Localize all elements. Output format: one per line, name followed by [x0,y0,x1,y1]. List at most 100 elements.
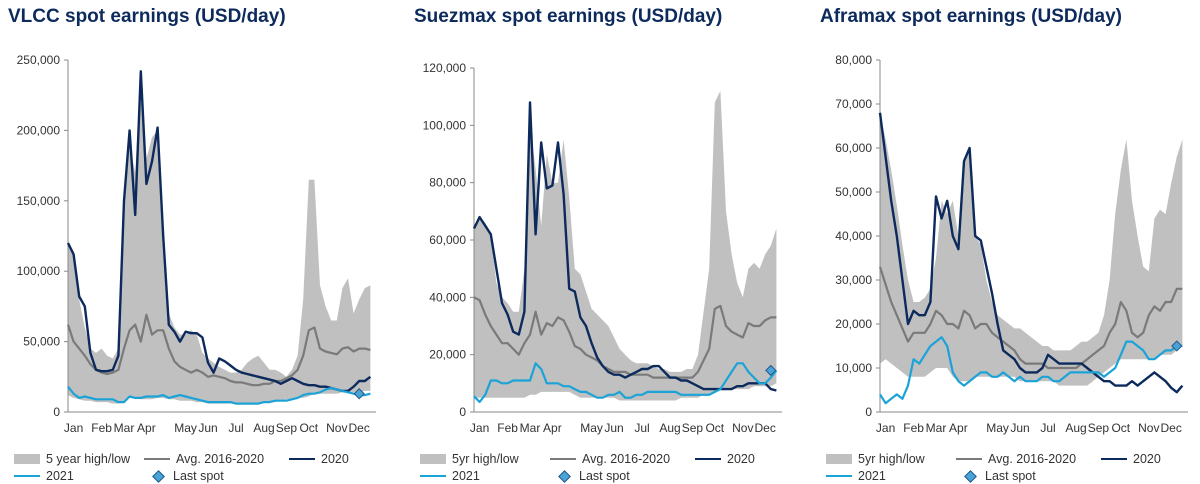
x-tick-label: Jan [470,421,489,435]
chart-legend: 5yr high/low Avg. 2016-2020 2020 2021 La… [420,452,806,484]
chart-legend: 5 year high/low Avg. 2016-2020 2020 2021… [14,452,400,484]
avg-swatch [144,458,170,460]
legend-label: Last spot [985,469,1036,483]
legend-label: 5yr high/low [858,452,925,466]
x-tick-label: Nov [326,421,347,435]
x-tick-label: Apr [949,421,968,435]
last-spot-marker [765,364,777,377]
suezmax-panel: Suezmax spot earnings (USD/day) 0 20,000 4… [406,0,806,484]
x-tick-label: Oct [299,421,318,435]
x-tick-label: Feb [903,421,924,435]
chart-title: Aframax spot earnings (USD/day) [820,6,1122,27]
x-tick-label: Aug [659,421,680,435]
x-tick-label: Apr [137,421,156,435]
x-tick-label: Jan [876,421,895,435]
y-tick-label: 30,000 [835,273,872,287]
y-tick-label: 80,000 [429,176,466,190]
x-tick-label: Sep [276,421,298,435]
y2021-swatch [14,475,40,477]
legend-label: 2020 [321,452,349,466]
y2020-swatch [1101,458,1127,460]
x-tick-label: May [580,421,603,435]
y-tick-label: 0 [459,405,466,419]
legend-last-spot: Last spot [956,469,1036,483]
y-tick-label: 60,000 [429,233,466,247]
last-spot-marker [353,388,365,400]
x-tick-label: Dec [755,421,776,435]
x-tick-label: Jul [228,421,243,435]
vlcc-chart: 0 50,000 100,000 150,000 200,000 250,000 Jan Fe… [17,53,376,435]
aframax-panel: Aframax spot earnings (USD/day) 0 10,000 2… [812,0,1200,484]
legend-band: 5yr high/low [826,452,925,466]
legend-label: 5yr high/low [452,452,519,466]
last-spot-marker-icon [152,469,165,483]
x-tick-label: Jun [604,421,623,435]
y-tick-label: 0 [53,405,60,419]
legend-last-spot: Last spot [550,469,630,483]
legend-2020: 2020 [695,452,755,466]
band-swatch [14,454,40,464]
legend-label: 2020 [727,452,755,466]
legend-label: Avg. 2016-2020 [988,452,1077,466]
x-tick-label: Nov [732,421,753,435]
avg-2016-2020-line [473,296,777,379]
last-spot-marker-icon [558,469,571,483]
y-tick-label: 60,000 [835,141,872,155]
x-tick-label: Mar [926,421,947,435]
y2021-swatch [826,475,852,477]
legend-label: 2021 [46,469,74,483]
last-spot-marker-icon [964,469,977,483]
legend-label: 2021 [858,469,886,483]
suezmax-chart: 0 20,000 40,000 60,000 80,000 100,000 120,000 J… [423,61,782,435]
legend-band: 5 year high/low [14,452,130,466]
x-tick-label: Feb [497,421,518,435]
legend-label: Avg. 2016-2020 [176,452,265,466]
y-tick-label: 0 [865,405,872,419]
x-tick-label: Oct [705,421,724,435]
y-tick-label: 100,000 [17,264,61,278]
series-2020-line [66,70,372,393]
legend-avg: Avg. 2016-2020 [144,452,264,466]
x-tick-label: Aug [1065,421,1086,435]
x-tick-label: Oct [1111,421,1130,435]
y-tick-label: 250,000 [17,53,61,67]
x-tick-label: Dec [349,421,370,435]
y-tick-label: 20,000 [835,317,872,331]
y-tick-label: 80,000 [835,53,872,67]
x-tick-label: Dec [1161,421,1182,435]
legend-label: Avg. 2016-2020 [582,452,671,466]
y-tick-label: 50,000 [835,185,872,199]
x-tick-label: Jul [634,421,649,435]
series-2020-line [472,101,777,392]
legend-band: 5yr high/low [420,452,519,466]
legend-2021: 2021 [420,469,480,483]
y2020-swatch [695,458,721,460]
x-tick-label: Mar [114,421,135,435]
y-tick-label: 50,000 [23,335,60,349]
x-tick-label: Sep [1088,421,1110,435]
x-tick-label: May [174,421,197,435]
high-low-band [880,112,1183,386]
aframax-chart: 0 10,000 20,000 30,000 40,000 50,000 60,000 70,… [835,53,1188,435]
y-tick-label: 100,000 [423,118,467,132]
x-tick-label: May [986,421,1009,435]
legend-avg: Avg. 2016-2020 [550,452,670,466]
legend-2021: 2021 [14,469,74,483]
avg-swatch [550,458,576,460]
legend-2020: 2020 [289,452,349,466]
x-tick-label: Feb [91,421,112,435]
x-tick-label: Apr [543,421,562,435]
series-2021-line [879,336,1183,405]
chart-title: Suezmax spot earnings (USD/day) [414,6,723,27]
high-low-band [68,74,371,404]
y2021-swatch [420,475,446,477]
x-tick-label: Aug [253,421,274,435]
legend-label: Last spot [173,469,224,483]
x-tick-label: Jun [198,421,217,435]
y-tick-label: 40,000 [429,290,466,304]
series-2021-line [473,362,778,404]
avg-2016-2020-line [66,313,371,387]
y2020-swatch [289,458,315,460]
avg-swatch [956,458,982,460]
y-tick-label: 150,000 [17,194,61,208]
